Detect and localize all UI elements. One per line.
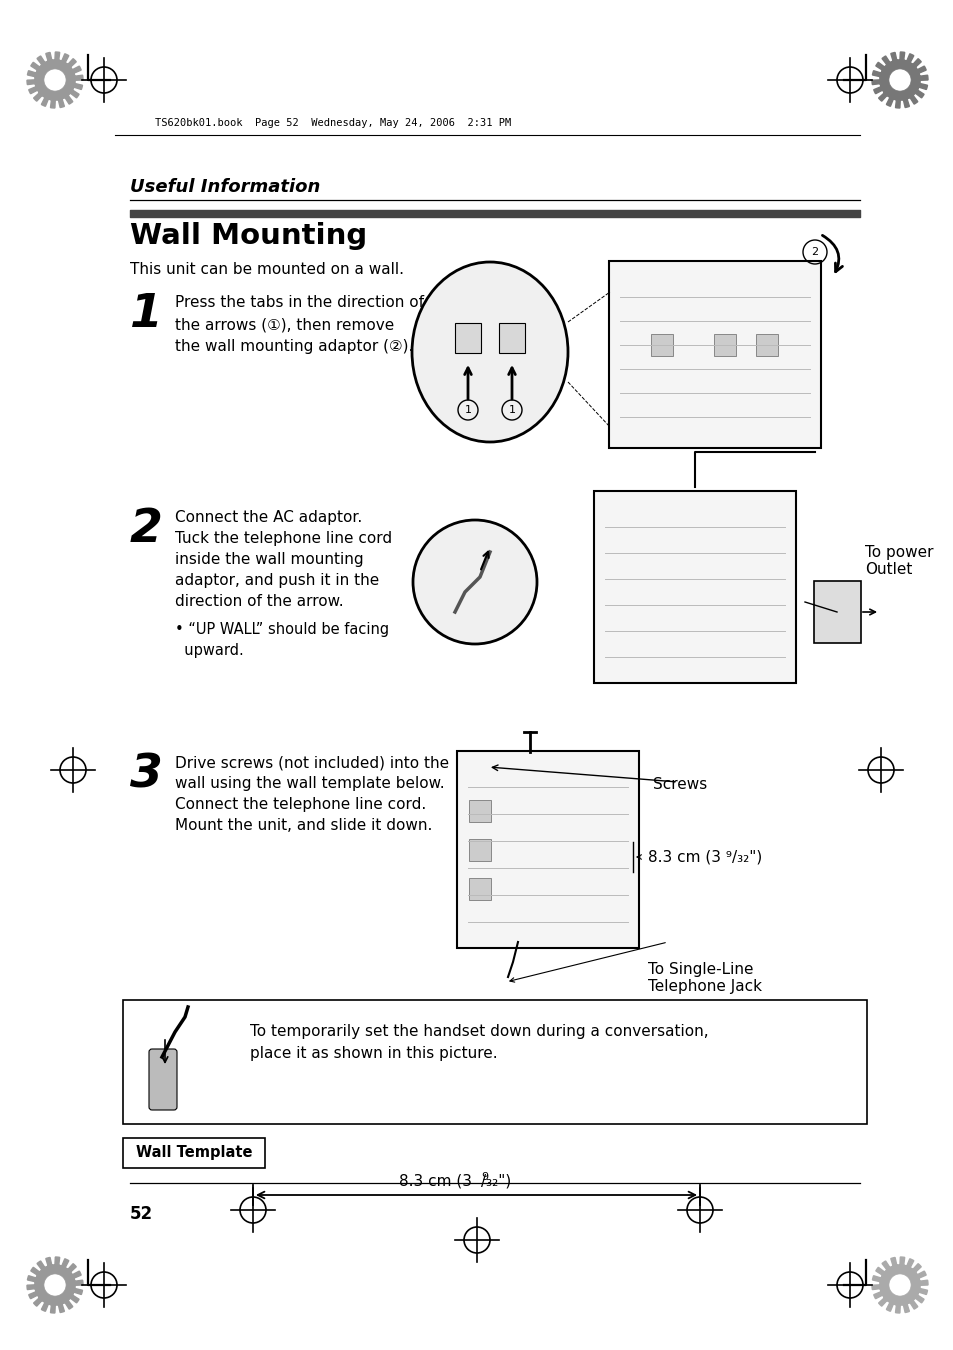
Text: 9: 9 bbox=[481, 1172, 488, 1183]
Text: Tuck the telephone line cord: Tuck the telephone line cord bbox=[174, 531, 392, 545]
Circle shape bbox=[413, 520, 537, 644]
FancyBboxPatch shape bbox=[714, 335, 736, 356]
Circle shape bbox=[44, 69, 66, 90]
FancyBboxPatch shape bbox=[123, 1138, 265, 1168]
Text: To temporarily set the handset down during a conversation,: To temporarily set the handset down duri… bbox=[250, 1025, 708, 1040]
FancyBboxPatch shape bbox=[469, 799, 491, 822]
Circle shape bbox=[888, 69, 910, 90]
FancyBboxPatch shape bbox=[456, 751, 639, 948]
Text: 1: 1 bbox=[508, 405, 515, 414]
Text: Drive screws (not included) into the: Drive screws (not included) into the bbox=[174, 755, 449, 770]
Text: Mount the unit, and slide it down.: Mount the unit, and slide it down. bbox=[174, 818, 432, 833]
Circle shape bbox=[44, 1274, 66, 1296]
Text: • “UP WALL” should be facing
  upward.: • “UP WALL” should be facing upward. bbox=[174, 622, 389, 657]
FancyBboxPatch shape bbox=[756, 335, 778, 356]
Text: inside the wall mounting: inside the wall mounting bbox=[174, 552, 363, 567]
Text: Connect the AC adaptor.: Connect the AC adaptor. bbox=[174, 510, 362, 525]
Text: 3: 3 bbox=[130, 752, 163, 796]
Text: Press the tabs in the direction of
the arrows (①), then remove
the wall mounting: Press the tabs in the direction of the a… bbox=[174, 296, 423, 355]
Polygon shape bbox=[27, 53, 83, 108]
Circle shape bbox=[888, 1274, 910, 1296]
Text: Connect the telephone line cord.: Connect the telephone line cord. bbox=[174, 796, 426, 811]
FancyBboxPatch shape bbox=[498, 323, 524, 352]
FancyBboxPatch shape bbox=[813, 580, 861, 643]
FancyBboxPatch shape bbox=[608, 261, 821, 448]
FancyBboxPatch shape bbox=[149, 1049, 177, 1110]
Polygon shape bbox=[871, 1257, 927, 1314]
Text: 2: 2 bbox=[130, 508, 163, 552]
Polygon shape bbox=[871, 53, 927, 108]
Text: 1: 1 bbox=[464, 405, 471, 414]
FancyBboxPatch shape bbox=[594, 491, 795, 683]
Text: 2: 2 bbox=[811, 247, 818, 256]
FancyBboxPatch shape bbox=[651, 335, 673, 356]
FancyBboxPatch shape bbox=[123, 1000, 866, 1125]
Text: Useful Information: Useful Information bbox=[130, 178, 320, 196]
Text: 1: 1 bbox=[130, 292, 163, 338]
Text: Wall Template: Wall Template bbox=[135, 1146, 252, 1161]
Text: 52: 52 bbox=[130, 1206, 153, 1223]
Text: TS620bk01.book  Page 52  Wednesday, May 24, 2006  2:31 PM: TS620bk01.book Page 52 Wednesday, May 24… bbox=[154, 117, 511, 128]
Text: place it as shown in this picture.: place it as shown in this picture. bbox=[250, 1046, 497, 1061]
Text: adaptor, and push it in the: adaptor, and push it in the bbox=[174, 572, 379, 589]
Ellipse shape bbox=[412, 262, 567, 441]
Text: This unit can be mounted on a wall.: This unit can be mounted on a wall. bbox=[130, 262, 403, 277]
Text: To power
Outlet: To power Outlet bbox=[864, 544, 933, 576]
FancyBboxPatch shape bbox=[455, 323, 480, 352]
Text: 8.3 cm (3 ⁹/₃₂"): 8.3 cm (3 ⁹/₃₂") bbox=[647, 849, 761, 864]
Text: wall using the wall template below.: wall using the wall template below. bbox=[174, 776, 444, 791]
FancyBboxPatch shape bbox=[469, 838, 491, 860]
FancyBboxPatch shape bbox=[469, 878, 491, 899]
Text: To Single-Line
Telephone Jack: To Single-Line Telephone Jack bbox=[647, 963, 761, 995]
Text: direction of the arrow.: direction of the arrow. bbox=[174, 594, 343, 609]
Text: Wall Mounting: Wall Mounting bbox=[130, 221, 367, 250]
Text: 8.3 cm (3: 8.3 cm (3 bbox=[398, 1173, 476, 1188]
Text: /₃₂"): /₃₂") bbox=[481, 1173, 511, 1188]
Polygon shape bbox=[27, 1257, 83, 1314]
Text: Screws: Screws bbox=[652, 778, 706, 792]
